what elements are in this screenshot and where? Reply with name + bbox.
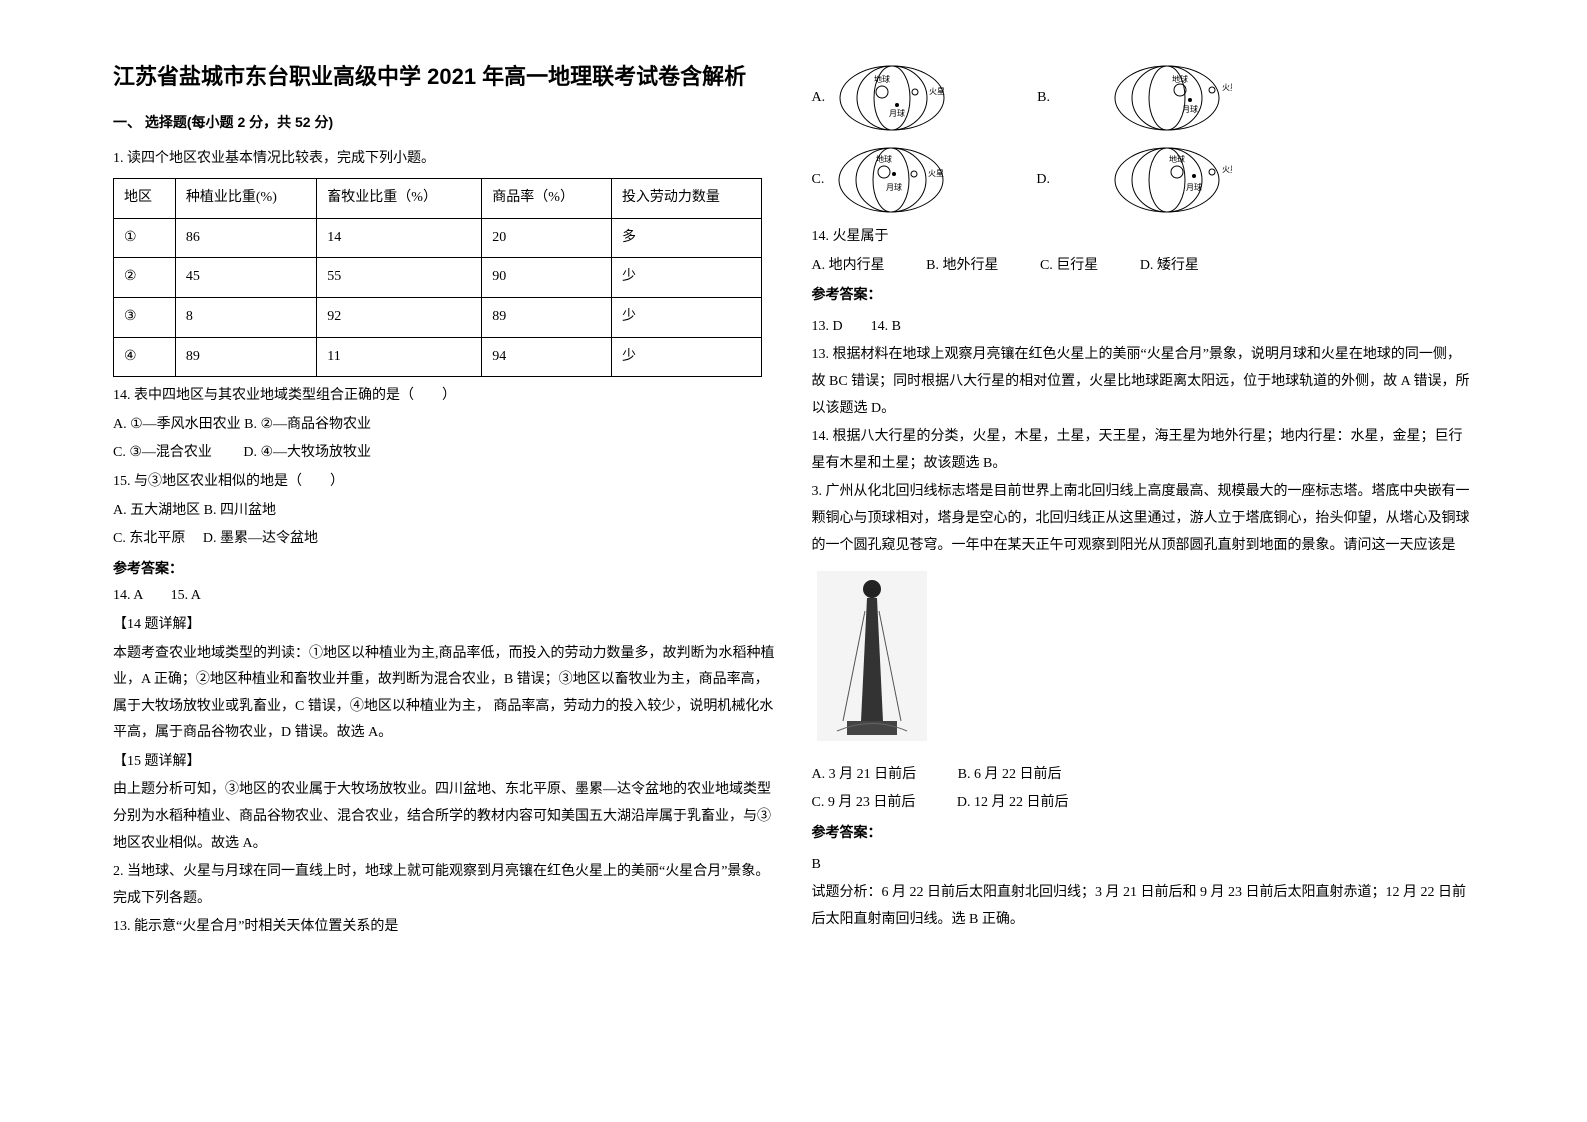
q14b-stem: 14. 火星属于 xyxy=(812,224,1475,251)
exp14-body: 本题考查农业地域类型的判读：①地区以种植业为主,商品率低，而投入的劳动力数量多，… xyxy=(113,641,776,747)
svg-text:火星: 火星 xyxy=(1222,83,1232,92)
svg-text:地球: 地球 xyxy=(874,74,890,84)
svg-text:火星: 火星 xyxy=(928,169,944,178)
svg-text:地球: 地球 xyxy=(1172,74,1188,84)
answer-13-14: 13. D 14. B xyxy=(812,314,1475,341)
orbit-diagram-B-icon: 地球 月球 火星 xyxy=(1062,60,1232,136)
svg-text:火星: 火星 xyxy=(929,87,945,96)
orbit-diagram-C-icon: 地球 月球 火星 xyxy=(836,142,1006,218)
q3-body: 3. 广州从化北回归线标志塔是目前世界上南北回归线上高度最高、规模最大的一座标志… xyxy=(812,479,1475,559)
exp15-body: 由上题分析可知，③地区的农业属于大牧场放牧业。四川盆地、东北平原、墨累—达令盆地… xyxy=(113,777,776,857)
q13-stem: 13. 能示意“火星合月”时相关天体位置关系的是 xyxy=(113,914,776,941)
q3-exp: 试题分析：6 月 22 日前后太阳直射北回归线；3 月 21 日前后和 9 月 … xyxy=(812,880,1475,933)
th-commodity: 商品率（%） xyxy=(482,179,612,219)
answer-14-15: 14. A 15. A xyxy=(113,583,776,610)
table-row: ① 86 14 20 多 xyxy=(114,218,762,258)
ref-answer-label-2: 参考答案： xyxy=(812,281,1475,308)
diagram-row-2: C. 地球 月球 火星 D. 地球 月球 火星 xyxy=(812,142,1475,218)
svg-text:月球: 月球 xyxy=(1186,182,1202,192)
q14-opt-line2: C. ③—混合农业 D. ④—大牧场放牧业 xyxy=(113,440,776,467)
q14-stem: 14. 表中四地区与其农业地域类型组合正确的是（ ） xyxy=(113,383,776,410)
page-title: 江苏省盐城市东台职业高级中学 2021 年高一地理联考试卷含解析 xyxy=(113,60,776,93)
svg-text:月球: 月球 xyxy=(886,182,902,192)
exp13-body: 13. 根据材料在地球上观察月亮镶在红色火星上的美丽“火星合月”景象，说明月球和… xyxy=(812,342,1475,422)
diagram-row-1: A. 地球 月球 火星 B. 地球 月球 火星 xyxy=(812,60,1475,136)
svg-text:地球: 地球 xyxy=(876,154,892,164)
th-livestock: 畜牧业比重（%） xyxy=(317,179,482,219)
opt-D-label: D. xyxy=(1036,167,1050,194)
svg-text:地球: 地球 xyxy=(1169,154,1185,164)
table-row: ④ 89 11 94 少 xyxy=(114,337,762,377)
opt-B-label: B. xyxy=(1037,85,1050,112)
agri-table: 地区 种植业比重(%) 畜牧业比重（%） 商品率（%） 投入劳动力数量 ① 86… xyxy=(113,178,762,377)
q3-answer: B xyxy=(812,852,1475,879)
table-row: ② 45 55 90 少 xyxy=(114,258,762,298)
svg-text:月球: 月球 xyxy=(889,108,905,118)
svg-text:火星: 火星 xyxy=(1222,165,1232,174)
q15-opt-line2: C. 东北平原 D. 墨累—达令盆地 xyxy=(113,526,776,553)
th-labor: 投入劳动力数量 xyxy=(611,179,761,219)
q3-options-row1: A. 3 月 21 日前后 B. 6 月 22 日前后 xyxy=(812,762,1475,789)
section-head: 一、 选择题(每小题 2 分，共 52 分) xyxy=(113,109,776,136)
orbit-diagram-A-icon: 地球 月球 火星 xyxy=(837,60,1007,136)
opt-C-label: C. xyxy=(812,167,825,194)
orbit-diagram-D-icon: 地球 月球 火星 xyxy=(1062,142,1232,218)
ref-answer-label: 参考答案： xyxy=(113,555,776,582)
q14-opt-line1: A. ①—季风水田农业 B. ②—商品谷物农业 xyxy=(113,412,776,439)
opt-A-label: A. xyxy=(812,85,826,112)
q1-intro: 1. 读四个地区农业基本情况比较表，完成下列小题。 xyxy=(113,146,776,173)
th-plant: 种植业比重(%) xyxy=(175,179,316,219)
q15-stem: 15. 与③地区农业相似的地是（ ） xyxy=(113,469,776,496)
left-column: 江苏省盐城市东台职业高级中学 2021 年高一地理联考试卷含解析 一、 选择题(… xyxy=(95,60,794,1062)
table-row: ③ 8 92 89 少 xyxy=(114,297,762,337)
q2-intro: 2. 当地球、火星与月球在同一直线上时，地球上就可能观察到月亮镶在红色火星上的美… xyxy=(113,859,776,912)
q3-options-row2: C. 9 月 23 日前后 D. 12 月 22 日前后 xyxy=(812,790,1475,817)
q15-opt-line1: A. 五大湖地区 B. 四川盆地 xyxy=(113,498,776,525)
tower-image-icon xyxy=(812,571,932,741)
exp14-head: 【14 题详解】 xyxy=(113,612,776,639)
th-region: 地区 xyxy=(114,179,176,219)
svg-text:月球: 月球 xyxy=(1182,104,1198,114)
q14b-options: A. 地内行星 B. 地外行星 C. 巨行星 D. 矮行星 xyxy=(812,253,1475,280)
ref-answer-label-3: 参考答案： xyxy=(812,819,1475,846)
right-column: A. 地球 月球 火星 B. 地球 月球 火星 C. 地球 月球 xyxy=(794,60,1493,1062)
table-header-row: 地区 种植业比重(%) 畜牧业比重（%） 商品率（%） 投入劳动力数量 xyxy=(114,179,762,219)
exp14b-body: 14. 根据八大行星的分类，火星，木星，土星，天王星，海王星为地外行星；地内行星… xyxy=(812,424,1475,477)
exp15-head: 【15 题详解】 xyxy=(113,749,776,776)
